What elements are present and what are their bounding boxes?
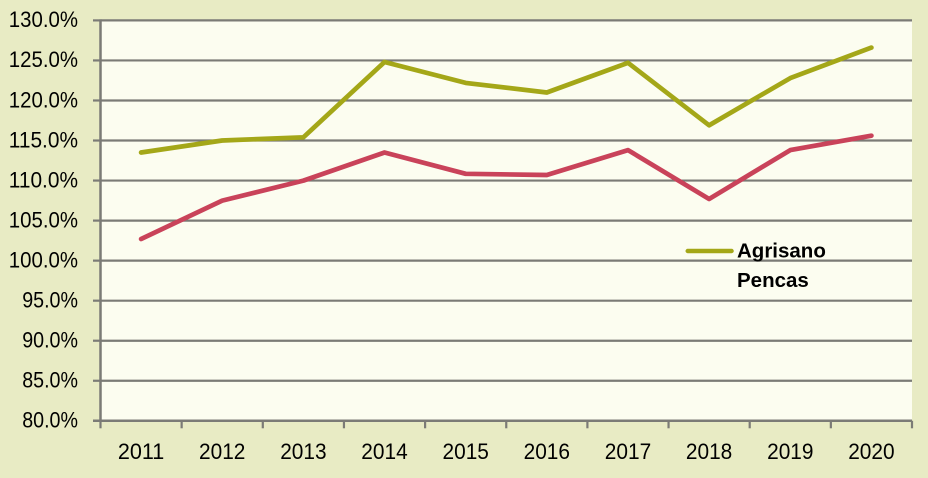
- svg-text:130.0%: 130.0%: [9, 7, 78, 32]
- svg-text:90.0%: 90.0%: [22, 328, 78, 353]
- svg-text:Agrisano: Agrisano: [737, 240, 826, 263]
- svg-text:115.0%: 115.0%: [9, 127, 78, 152]
- svg-text:100.0%: 100.0%: [9, 247, 78, 272]
- svg-text:80.0%: 80.0%: [22, 408, 78, 433]
- svg-text:2019: 2019: [767, 439, 813, 464]
- svg-text:2017: 2017: [605, 439, 651, 464]
- svg-text:105.0%: 105.0%: [9, 207, 78, 232]
- svg-text:110.0%: 110.0%: [9, 167, 78, 192]
- svg-text:2016: 2016: [524, 439, 570, 464]
- svg-text:Pencas: Pencas: [737, 269, 809, 292]
- svg-text:85.0%: 85.0%: [22, 368, 78, 393]
- svg-text:2014: 2014: [361, 439, 407, 464]
- svg-text:2015: 2015: [443, 439, 489, 464]
- svg-text:2011: 2011: [118, 439, 164, 464]
- svg-text:2013: 2013: [280, 439, 326, 464]
- svg-text:95.0%: 95.0%: [22, 287, 78, 312]
- svg-text:2012: 2012: [199, 439, 245, 464]
- svg-text:2018: 2018: [686, 439, 732, 464]
- svg-text:2020: 2020: [848, 439, 894, 464]
- svg-text:125.0%: 125.0%: [9, 47, 78, 72]
- svg-text:120.0%: 120.0%: [9, 87, 78, 112]
